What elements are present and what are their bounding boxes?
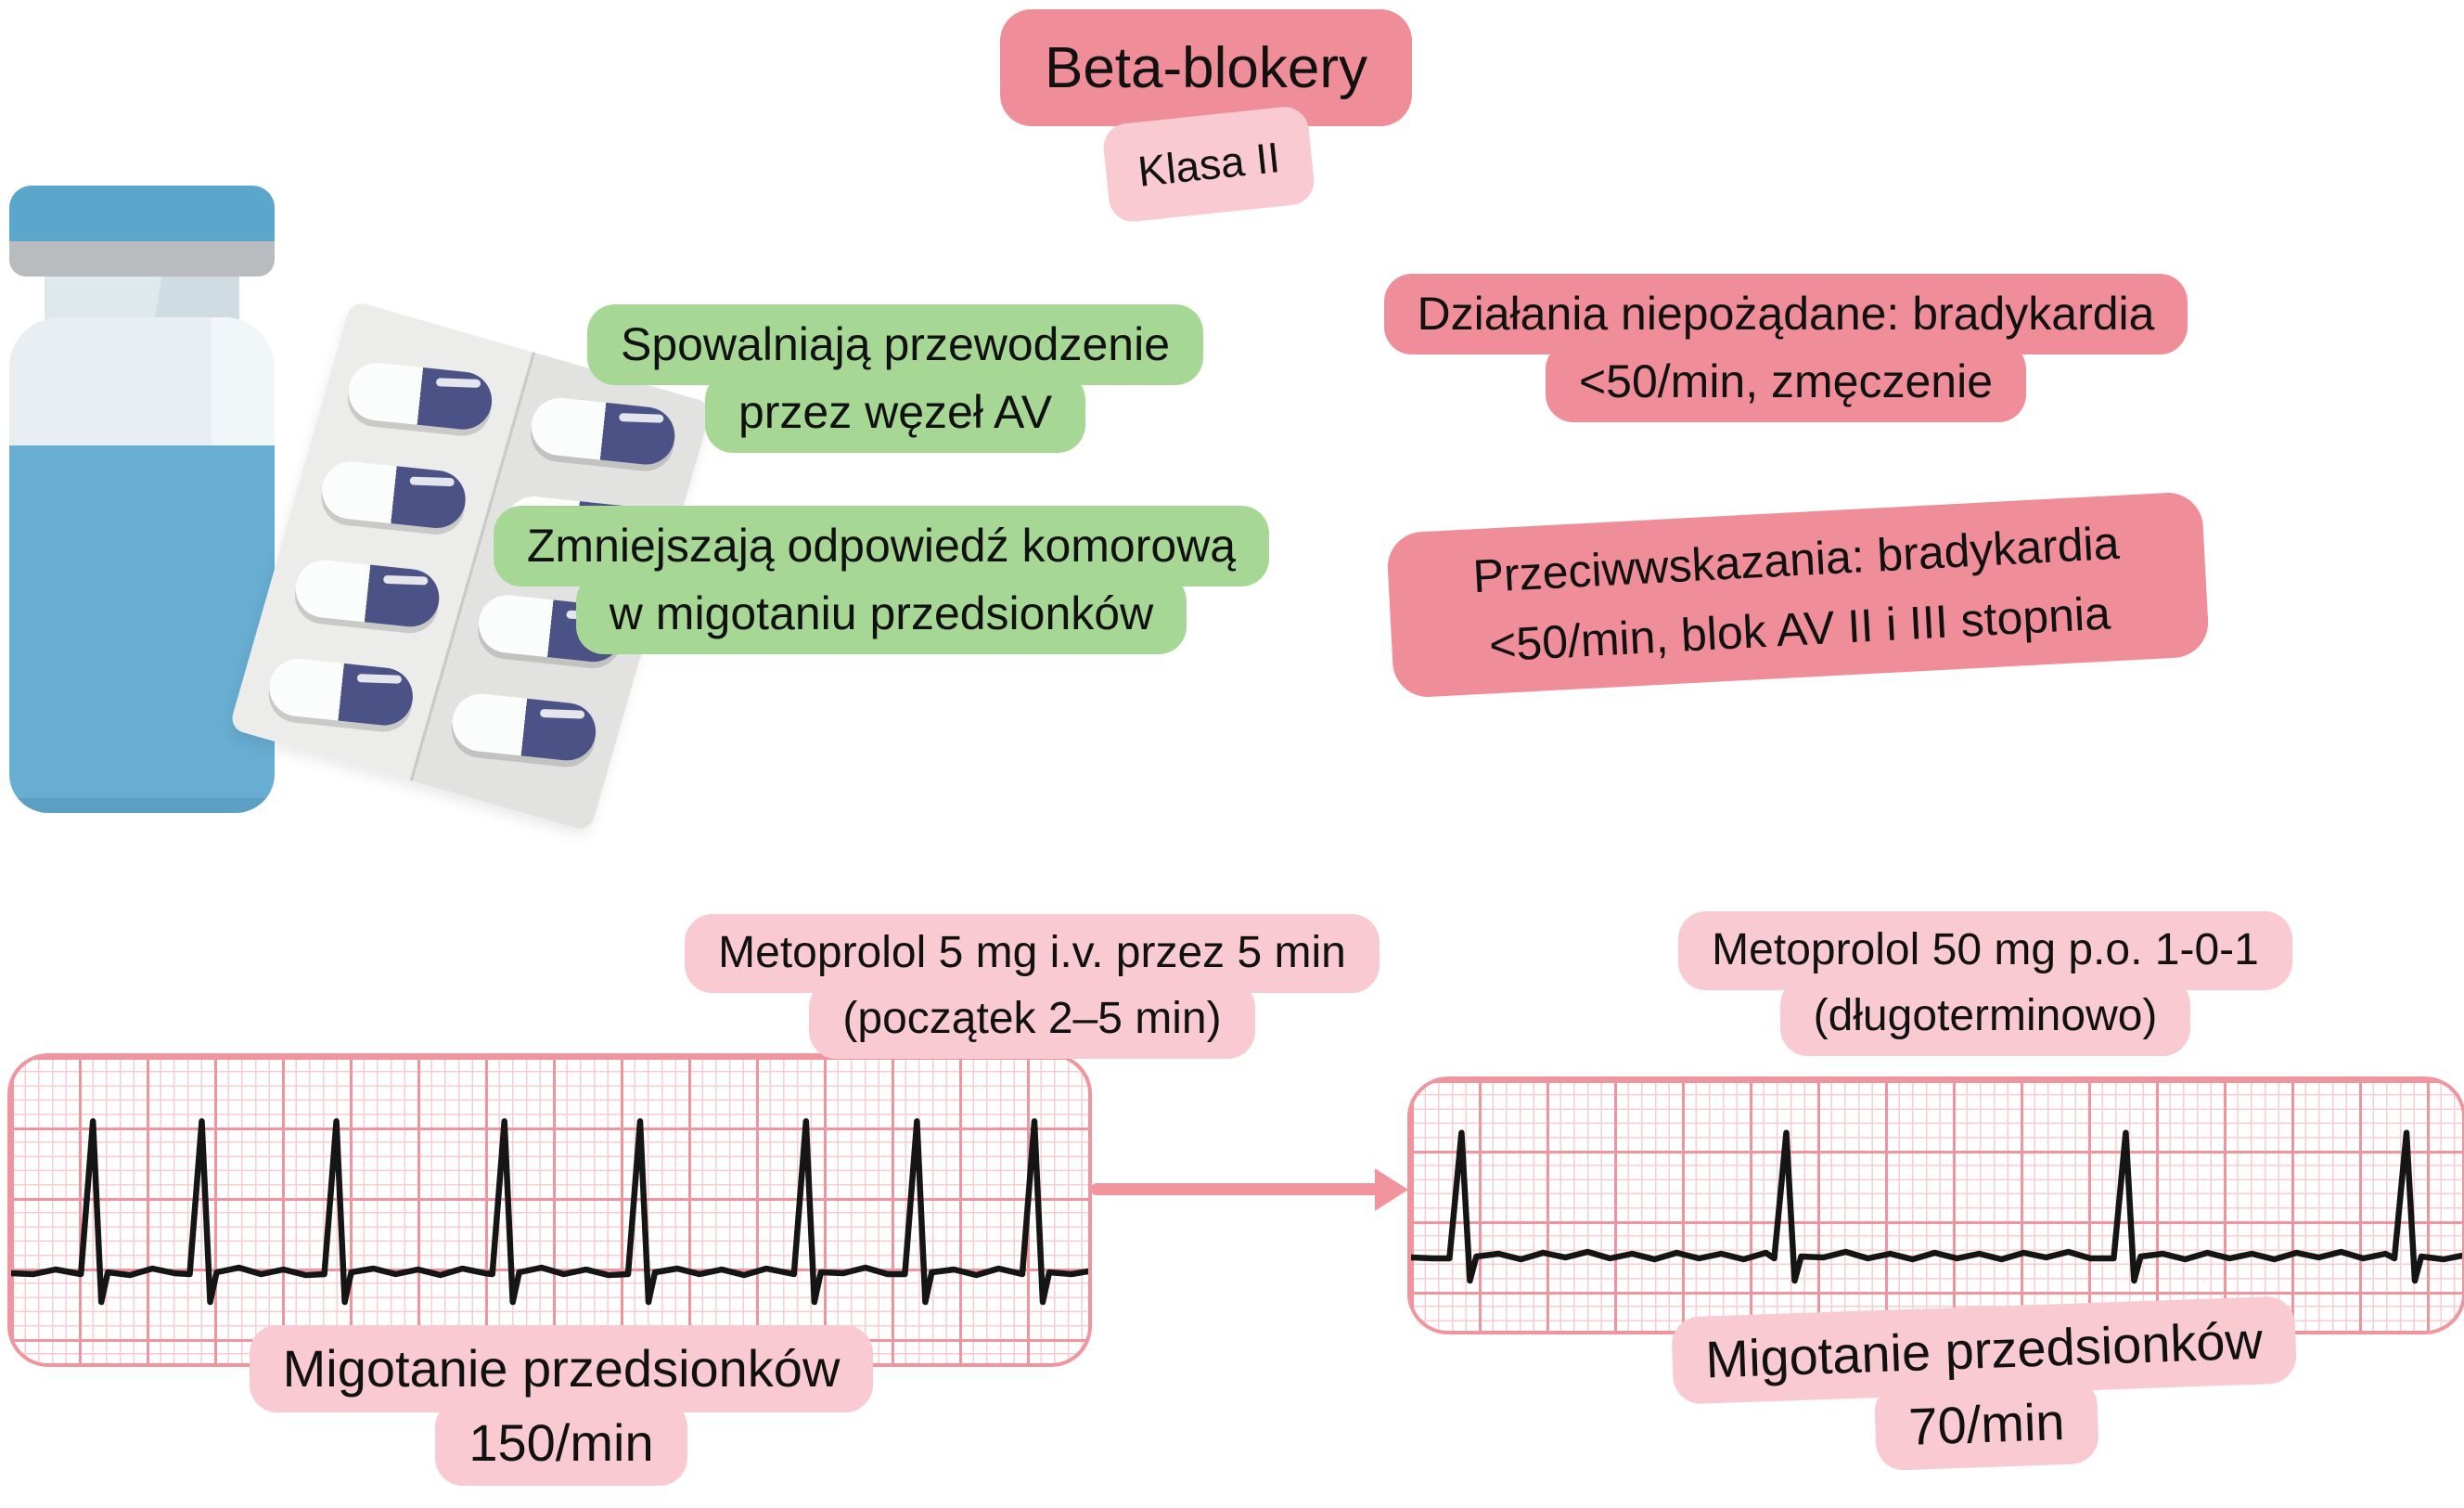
right-arrow-icon bbox=[1091, 1168, 1412, 1211]
capsule-icon bbox=[345, 359, 495, 432]
vial-band bbox=[9, 241, 275, 277]
capsule-icon bbox=[266, 655, 416, 728]
rhythm-line: 150/min bbox=[435, 1398, 687, 1487]
rhythm-line: 70/min bbox=[1873, 1376, 2099, 1472]
vial-cap bbox=[9, 186, 275, 243]
ecg-trace-after bbox=[1411, 1129, 2462, 1284]
dose-line: (początek 2–5 min) bbox=[809, 979, 1255, 1059]
dose-line: Metoprolol 5 mg i.v. przez 5 min bbox=[685, 914, 1380, 993]
arrow-head bbox=[1375, 1168, 1408, 1211]
class-label-badge: Klasa II bbox=[1101, 104, 1316, 225]
mechanism-note-ventricular-response: Zmniejszają odpowiedź komorową w migotan… bbox=[422, 506, 1341, 654]
dose-line: (długoterminowo) bbox=[1779, 976, 2191, 1056]
capsule-icon bbox=[292, 557, 443, 630]
vial-neck bbox=[45, 277, 239, 319]
vial-liquid bbox=[9, 445, 275, 813]
ecg-strip-before-treatment bbox=[7, 1053, 1092, 1367]
arrow-shaft bbox=[1091, 1183, 1380, 1195]
note-line: Spowalniają przewodzenie bbox=[586, 304, 1204, 385]
contraindications-note: Przeciwwskazania: bradykardia <50/min, b… bbox=[1385, 491, 2211, 699]
dose-label-iv: Metoprolol 5 mg i.v. przez 5 min (począt… bbox=[612, 914, 1452, 1059]
mechanism-note-av-conduction: Spowalniają przewodzenie przez węzeł AV bbox=[529, 304, 1262, 453]
vial-body bbox=[9, 317, 275, 813]
page-title: Beta-blokery bbox=[1000, 9, 1412, 126]
note-line: <50/min, zmęczenie bbox=[1545, 342, 2027, 422]
rhythm-line: Migotanie przedsionków bbox=[249, 1325, 874, 1412]
rhythm-label-after: Migotanie przedsionków 70/min bbox=[1574, 1293, 2396, 1482]
note-line: w migotaniu przedsionków bbox=[575, 574, 1187, 654]
dose-line: Metoprolol 50 mg p.o. 1-0-1 bbox=[1678, 911, 2292, 990]
adverse-effects-note: Działania niepożądane: bradykardia <50/m… bbox=[1327, 274, 2245, 422]
note-line: Zmniejszają odpowiedź komorową bbox=[493, 506, 1270, 586]
medicine-vial-icon bbox=[9, 186, 275, 813]
rhythm-label-before: Migotanie przedsionków 150/min bbox=[176, 1325, 946, 1487]
note-line: przez węzeł AV bbox=[704, 372, 1086, 453]
capsule-icon bbox=[449, 690, 599, 764]
note-line: Działania niepożądane: bradykardia bbox=[1383, 274, 2188, 354]
ecg-strip-after-treatment bbox=[1407, 1076, 2464, 1334]
ecg-trace-before bbox=[11, 1118, 1088, 1306]
dose-label-oral: Metoprolol 50 mg p.o. 1-0-1 (długotermin… bbox=[1614, 911, 2356, 1056]
